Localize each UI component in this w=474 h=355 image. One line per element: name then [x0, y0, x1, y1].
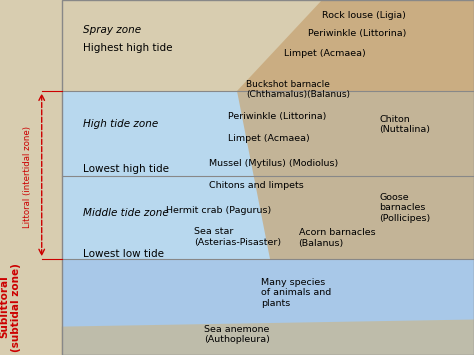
Text: Highest high tide: Highest high tide: [83, 43, 173, 53]
Text: Goose
barnacles
(Pollicipes): Goose barnacles (Pollicipes): [379, 193, 430, 223]
Text: Littoral (intertidal zone): Littoral (intertidal zone): [23, 126, 32, 229]
Polygon shape: [237, 91, 474, 259]
Text: Chiton
(Nuttalina): Chiton (Nuttalina): [379, 115, 430, 134]
Text: Limpet (Acmaea): Limpet (Acmaea): [228, 134, 309, 143]
Text: Hermit crab (Pagurus): Hermit crab (Pagurus): [166, 206, 271, 215]
FancyBboxPatch shape: [62, 259, 474, 355]
FancyBboxPatch shape: [62, 0, 474, 91]
Text: Buckshot barnacle
(Chthamalus)(Balanus): Buckshot barnacle (Chthamalus)(Balanus): [246, 80, 350, 99]
Polygon shape: [62, 320, 474, 355]
Text: Rock louse (Ligia): Rock louse (Ligia): [322, 11, 406, 21]
Text: Sublittoral
(subtidal zone): Sublittoral (subtidal zone): [0, 263, 21, 351]
Text: Lowest high tide: Lowest high tide: [83, 164, 169, 174]
FancyBboxPatch shape: [62, 176, 474, 259]
Text: Spray zone: Spray zone: [83, 25, 141, 35]
Text: Sea anemone
(Authopleura): Sea anemone (Authopleura): [204, 325, 270, 344]
Text: Lowest low tide: Lowest low tide: [83, 249, 164, 259]
Text: Chitons and limpets: Chitons and limpets: [209, 181, 303, 190]
Text: High tide zone: High tide zone: [83, 119, 158, 129]
Polygon shape: [237, 0, 474, 91]
Text: Many species
of animals and
plants: Many species of animals and plants: [261, 278, 331, 308]
Text: Limpet (Acmaea): Limpet (Acmaea): [284, 49, 366, 59]
Text: Periwinkle (Littorina): Periwinkle (Littorina): [228, 112, 326, 121]
Text: Mussel (Mytilus) (Modiolus): Mussel (Mytilus) (Modiolus): [209, 159, 338, 168]
Polygon shape: [237, 91, 474, 259]
Text: Acorn barnacles
(Balanus): Acorn barnacles (Balanus): [299, 228, 375, 247]
Text: Periwinkle (Littorina): Periwinkle (Littorina): [308, 29, 407, 38]
Text: Middle tide zone: Middle tide zone: [83, 208, 169, 218]
FancyBboxPatch shape: [62, 91, 474, 176]
Text: Sea star
(Asterias-Pisaster): Sea star (Asterias-Pisaster): [194, 228, 282, 247]
